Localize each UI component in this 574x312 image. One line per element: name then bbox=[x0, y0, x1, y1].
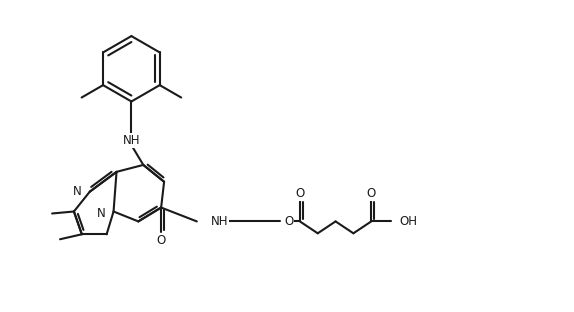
Text: NH: NH bbox=[211, 215, 228, 228]
Text: NH: NH bbox=[123, 134, 140, 147]
Text: OH: OH bbox=[399, 215, 417, 228]
Text: O: O bbox=[295, 187, 305, 200]
Text: O: O bbox=[157, 234, 166, 247]
Text: O: O bbox=[367, 187, 376, 200]
Text: N: N bbox=[97, 207, 106, 220]
Text: O: O bbox=[284, 215, 293, 228]
Text: N: N bbox=[73, 185, 82, 198]
